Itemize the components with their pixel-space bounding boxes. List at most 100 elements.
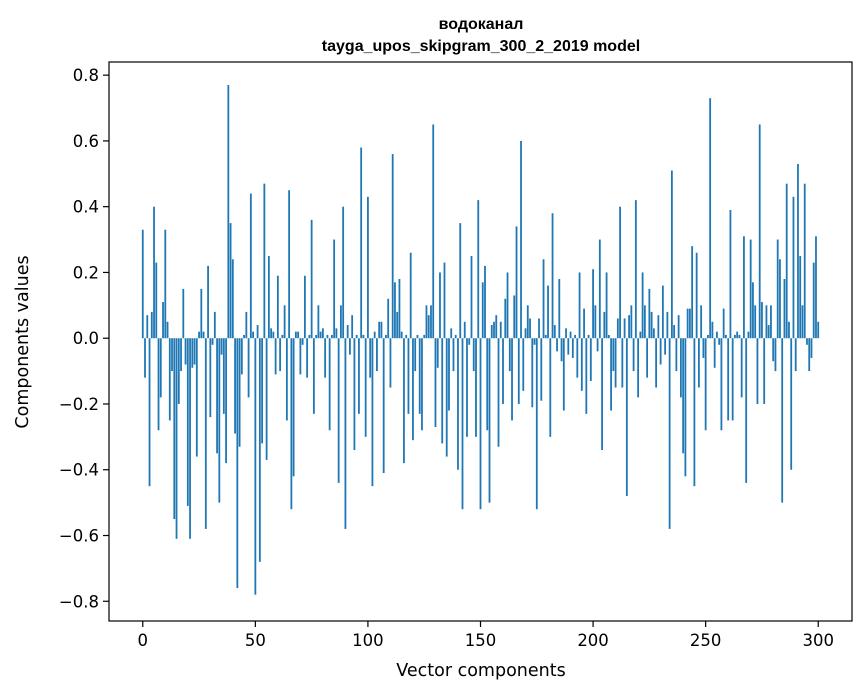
bar-221 [639, 331, 642, 339]
bar-218 [632, 338, 635, 372]
bar-280 [772, 338, 775, 362]
bar-124 [421, 338, 423, 431]
bar-31 [211, 338, 214, 345]
bar-67 [292, 338, 295, 477]
bar-234 [668, 338, 671, 529]
bar-148 [475, 338, 477, 437]
bar-88 [340, 305, 342, 339]
bar-58 [272, 331, 275, 339]
chart-subtitle: tayga_upos_skipgram_300_2_2019 model [322, 38, 640, 55]
bar-6 [155, 262, 158, 339]
bar-259 [725, 334, 727, 339]
bar-289 [792, 196, 795, 339]
bar-238 [677, 315, 680, 339]
bar-163 [508, 338, 511, 372]
bar-132 [439, 272, 441, 339]
bar-271 [752, 282, 754, 339]
bar-174 [533, 338, 536, 345]
x-tick-label: 250 [690, 631, 722, 650]
bar-118 [407, 338, 410, 414]
bar-233 [666, 311, 669, 339]
bar-267 [743, 236, 745, 339]
bar-244 [691, 246, 694, 339]
bar-205 [603, 311, 606, 339]
bar-15 [175, 338, 178, 539]
bar-105 [378, 321, 381, 339]
x-axis-ticks: 0 50 100 150 200 250 300 [138, 621, 834, 650]
bar-239 [679, 338, 682, 398]
bar-21 [189, 338, 191, 539]
y-tick-label: 0.2 [73, 263, 99, 282]
bar-159 [499, 321, 502, 339]
bar-196 [583, 308, 585, 339]
bar-152 [484, 265, 486, 339]
bar-77 [315, 334, 318, 339]
bar-32 [213, 311, 216, 339]
bar-53 [261, 338, 263, 444]
bar-232 [664, 338, 667, 355]
bar-112 [394, 282, 396, 339]
y-tick-label: −0.2 [59, 395, 99, 414]
y-tick-label: −0.8 [59, 592, 99, 611]
bar-269 [747, 331, 750, 339]
bar-241 [684, 338, 687, 477]
bar-94 [353, 338, 356, 451]
bar-242 [686, 308, 689, 339]
bar-214 [623, 318, 626, 339]
bar-295 [806, 338, 808, 345]
x-tick-label: 150 [465, 631, 497, 650]
bar-226 [650, 311, 653, 339]
bar-155 [490, 325, 493, 339]
bar-175 [535, 338, 538, 510]
bar-106 [380, 321, 383, 339]
bar-113 [396, 311, 399, 339]
bar-193 [576, 338, 579, 378]
bar-253 [711, 321, 714, 339]
bar-278 [767, 325, 770, 339]
bar-281 [774, 338, 777, 372]
bar-68 [294, 331, 297, 339]
bar-119 [409, 252, 412, 339]
bar-207 [607, 334, 610, 339]
bar-190 [569, 331, 572, 339]
bar-171 [526, 305, 529, 339]
bar-78 [317, 305, 320, 339]
bar-3 [148, 338, 151, 487]
bar-17 [180, 338, 182, 372]
bar-182 [551, 213, 554, 339]
bar-189 [567, 338, 570, 355]
bar-120 [412, 338, 414, 441]
bar-26 [200, 288, 203, 339]
bar-145 [468, 338, 471, 345]
bar-41 [234, 338, 236, 434]
bar-243 [688, 308, 691, 339]
bar-208 [610, 338, 612, 411]
bar-84 [331, 334, 333, 339]
bar-40 [231, 259, 234, 339]
x-axis-label: Vector components [396, 661, 565, 681]
bar-37 [225, 338, 227, 464]
bar-29 [207, 265, 209, 339]
bar-224 [646, 338, 649, 378]
bar-268 [745, 338, 748, 483]
bar-25 [198, 331, 200, 339]
bar-146 [470, 256, 473, 339]
bar-147 [472, 338, 475, 372]
bar-219 [634, 200, 637, 339]
bar-231 [661, 285, 664, 339]
bar-57 [270, 328, 273, 339]
bar-170 [524, 328, 527, 339]
bar-282 [776, 239, 779, 339]
bar-87 [337, 338, 340, 483]
bar-287 [788, 321, 790, 339]
bar-63 [283, 305, 286, 339]
bar-73 [306, 338, 309, 378]
bar-92 [349, 338, 351, 355]
bar-23 [193, 338, 196, 365]
bar-186 [560, 338, 563, 362]
bar-198 [587, 334, 590, 339]
bar-72 [303, 275, 306, 339]
bar-275 [761, 302, 763, 339]
bar-297 [810, 338, 813, 358]
bar-51 [256, 325, 259, 339]
